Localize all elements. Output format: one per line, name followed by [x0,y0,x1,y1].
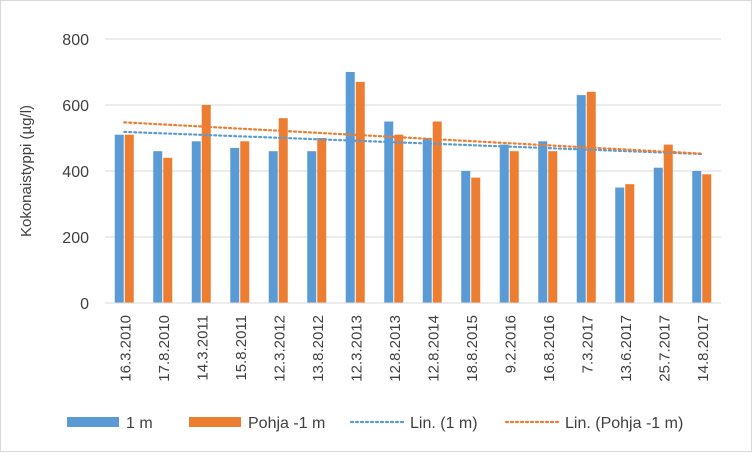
x-tick-label: 25.7.2017 [656,315,673,382]
bar-series2 [625,184,635,303]
legend: 1 m Pohja -1 m Lin. (1 m) Lin. (Pohja -1 m) [67,415,683,432]
bar-series1 [461,171,471,303]
legend-swatch-series2 [189,417,241,427]
bar-series1 [576,95,586,303]
x-tick-label: 17.8.2010 [156,315,173,382]
bar-series2 [163,157,173,303]
y-tick-label: 800 [62,32,89,49]
x-tick-label: 16.3.2010 [117,315,134,382]
bar-series1 [230,147,240,303]
bar-series1 [499,144,509,303]
bar-series2 [278,118,288,303]
x-tick-label: 12.8.2013 [387,315,404,382]
y-tick-label: 400 [62,164,89,181]
y-tick-labels: 0 200 400 600 800 [62,32,89,313]
bar-series2 [124,134,134,303]
bars [114,72,712,304]
bar-series2 [394,134,404,303]
bar-series2 [509,151,519,303]
bar-series2 [702,174,712,303]
x-tick-label: 13.6.2017 [618,315,635,382]
legend-label-series2: Pohja -1 m [248,415,325,432]
bar-series2 [471,177,481,303]
y-tick-label: 200 [62,230,89,247]
bar-series2 [432,121,442,303]
bar-series2 [240,141,250,303]
bar-series1 [345,72,355,303]
y-axis-title: Kokonaistyppi (µg/l) [18,105,35,237]
y-tick-label: 0 [80,296,89,313]
bar-series2 [548,151,558,303]
bar-series2 [586,91,596,303]
legend-label-trend2: Lin. (Pohja -1 m) [565,415,683,432]
x-tick-label: 7.3.2017 [579,315,596,373]
bar-series1 [653,167,663,303]
legend-swatch-series1 [67,417,119,427]
x-tick-label: 18.8.2015 [464,315,481,382]
x-tick-label: 9.2.2016 [502,315,519,373]
bar-series1 [307,151,317,303]
bar-series1 [538,141,548,303]
trendlines [123,121,703,156]
x-tick-label: 15.8.2011 [233,315,250,381]
x-tick-label: 16.8.2016 [541,315,558,382]
x-tick-label: 14.8.2017 [695,315,712,382]
bar-series1 [114,134,124,303]
bar-series1 [422,138,432,303]
bar-series1 [615,187,625,303]
bar-series1 [384,121,394,303]
bar-series1 [692,171,702,303]
bar-series1 [191,141,201,303]
trendline-series1 [123,130,703,156]
bar-series1 [268,151,278,303]
x-tick-label: 12.8.2014 [425,315,442,382]
bar-series2 [317,138,327,303]
x-tick-label: 12.3.2012 [271,315,288,382]
x-tick-label: 13.8.2012 [310,315,327,382]
bar-series2 [663,144,673,303]
bar-series1 [153,151,163,303]
legend-label-trend1: Lin. (1 m) [410,415,478,432]
trendline-series2 [123,121,703,155]
y-tick-label: 600 [62,98,89,115]
x-tick-label: 12.3.2013 [348,315,365,382]
x-tick-labels: 16.3.2010 17.8.2010 14.3.2011 15.8.2011 12.3… [117,315,712,382]
x-tick-label: 14.3.2011 [194,315,211,381]
bar-series2 [201,105,211,303]
bar-series2 [355,81,365,304]
legend-label-series1: 1 m [126,415,153,432]
